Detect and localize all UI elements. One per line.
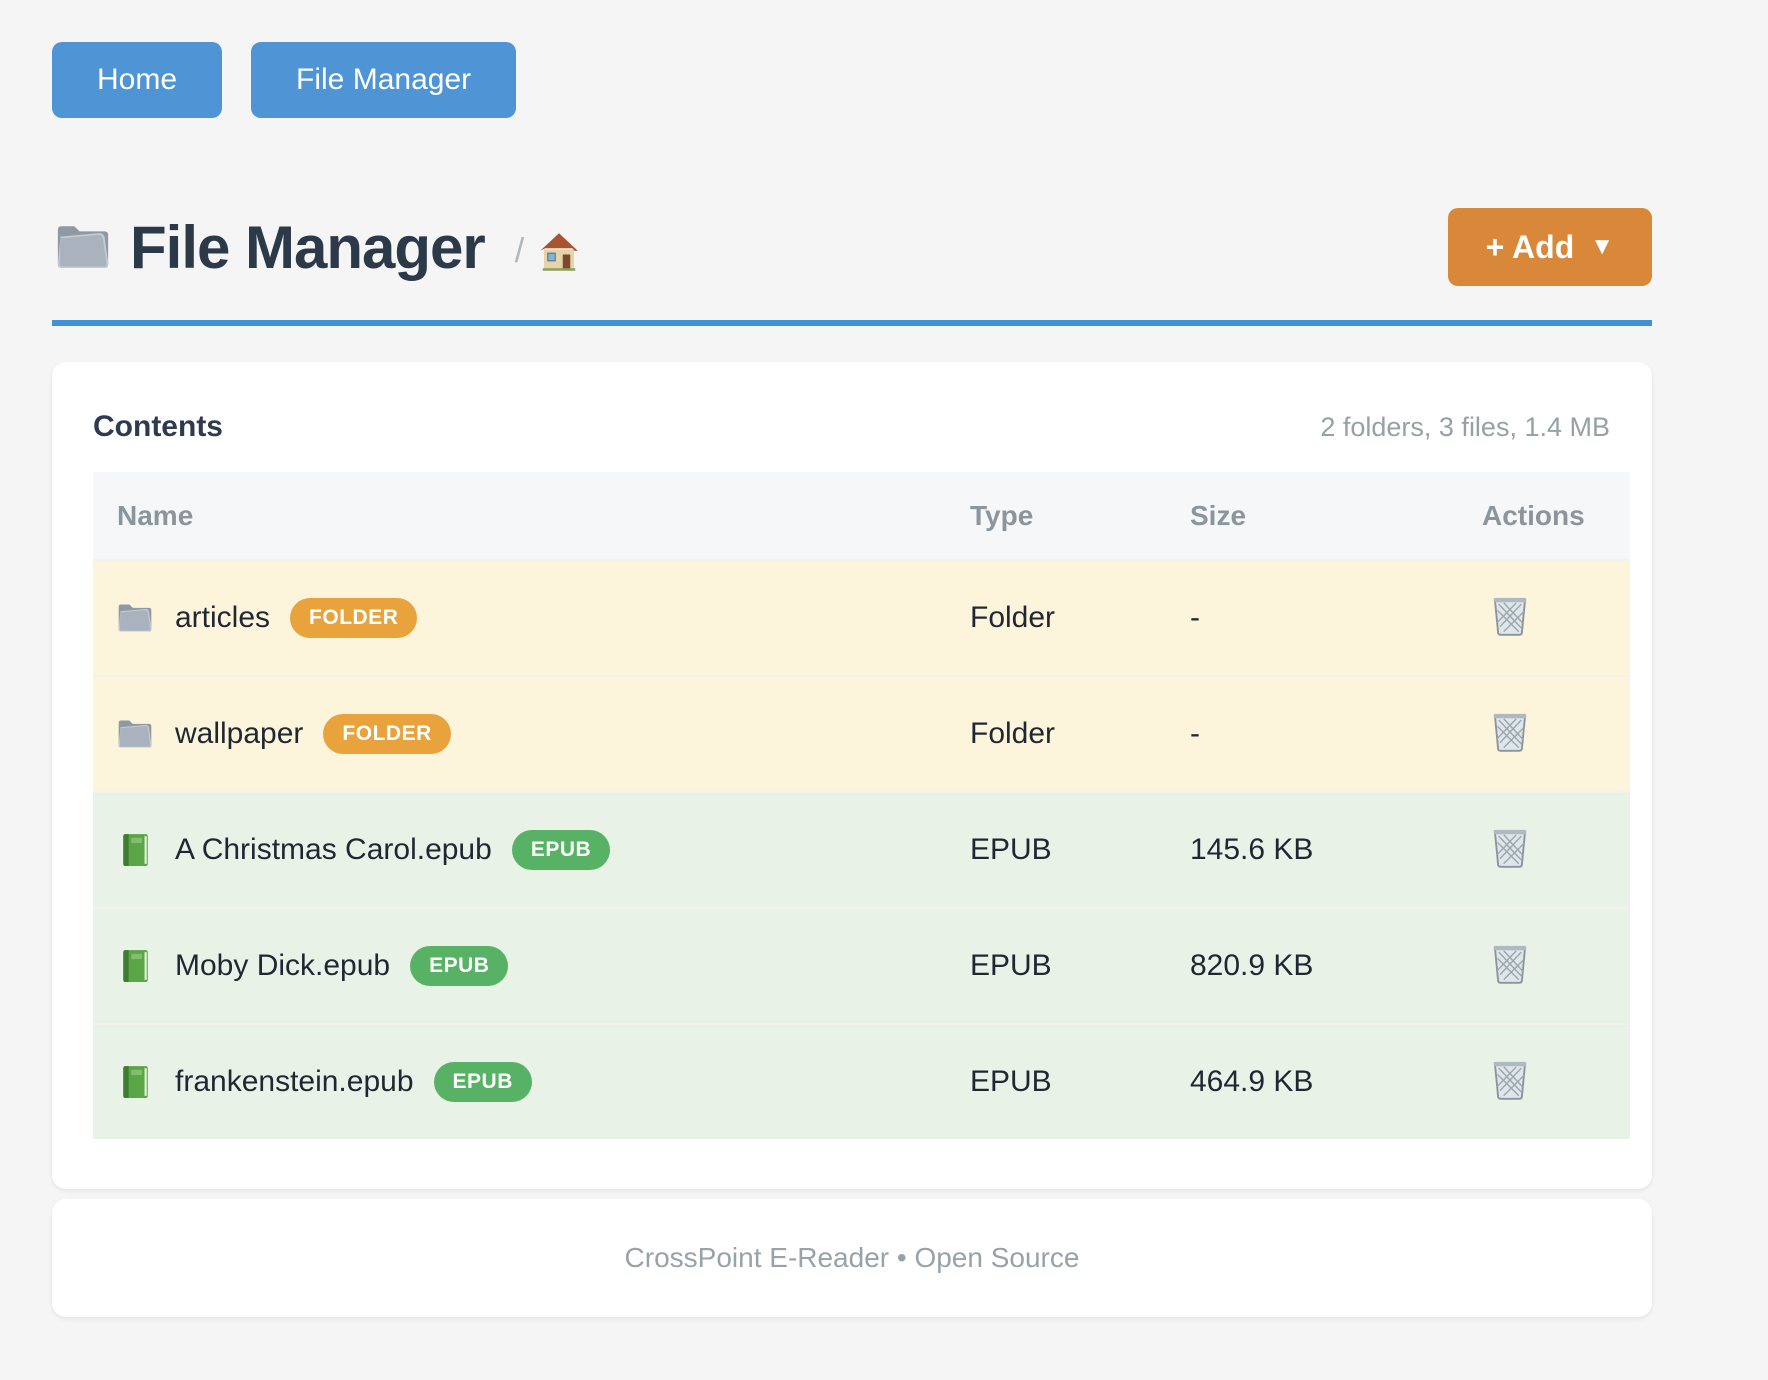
page-title: File Manager	[130, 213, 486, 281]
column-header-actions: Actions	[1482, 499, 1585, 531]
table-row: articles FOLDER Folder -	[93, 560, 1630, 676]
item-size: 820.9 KB	[1190, 949, 1314, 982]
table-row: frankenstein.epub EPUB EPUB 464.9 KB	[93, 1024, 1630, 1139]
item-name-link[interactable]: Moby Dick.epub	[175, 949, 391, 982]
item-type: Folder	[970, 601, 1056, 634]
type-badge: FOLDER	[323, 714, 451, 754]
top-navigation: Home File Manager	[52, 42, 1652, 118]
chevron-down-icon: ▼	[1590, 233, 1614, 260]
file-manager-page: Home File Manager File Manager / + Add ▼…	[52, 42, 1652, 1317]
table-row: Moby Dick.epub EPUB EPUB 820.9 KB	[93, 908, 1630, 1024]
type-badge: EPUB	[433, 1062, 532, 1102]
contents-card: Contents 2 folders, 3 files, 1.4 MB Name…	[52, 362, 1652, 1189]
item-name-link[interactable]: frankenstein.epub	[175, 1065, 414, 1098]
add-button[interactable]: + Add ▼	[1447, 208, 1652, 286]
footer: CrossPoint E-Reader • Open Source	[52, 1199, 1652, 1317]
green-book-icon	[123, 834, 148, 866]
trash-icon	[1492, 1060, 1528, 1100]
item-size: 145.6 KB	[1190, 833, 1314, 866]
column-header-size: Size	[1190, 499, 1247, 531]
folder-icon	[57, 226, 109, 268]
delete-button[interactable]	[1486, 1054, 1534, 1106]
header-divider	[52, 320, 1652, 326]
item-type: EPUB	[970, 833, 1052, 866]
contents-summary: 2 folders, 3 files, 1.4 MB	[1320, 412, 1610, 442]
folder-icon	[118, 720, 152, 748]
item-name-link[interactable]: A Christmas Carol.epub	[175, 833, 492, 866]
item-type: Folder	[970, 717, 1056, 750]
trash-icon	[1492, 944, 1528, 984]
item-name-link[interactable]: wallpaper	[175, 717, 304, 750]
delete-button[interactable]	[1486, 590, 1534, 642]
title-group: File Manager /	[52, 213, 580, 282]
table-row: A Christmas Carol.epub EPUB EPUB 145.6 K…	[93, 792, 1630, 908]
footer-text: CrossPoint E-Reader • Open Source	[624, 1242, 1080, 1273]
home-icon[interactable]	[538, 232, 580, 272]
delete-button[interactable]	[1486, 822, 1534, 874]
green-book-icon	[123, 1066, 148, 1098]
type-badge: EPUB	[511, 830, 611, 870]
table-header-row: Name Type Size Actions	[93, 472, 1630, 560]
item-size: -	[1190, 717, 1200, 750]
trash-icon	[1492, 596, 1528, 636]
type-badge: FOLDER	[290, 598, 418, 638]
column-header-name: Name	[117, 499, 194, 531]
item-name-link[interactable]: articles	[175, 601, 271, 634]
item-type: EPUB	[970, 949, 1052, 982]
green-book-icon	[123, 950, 148, 982]
page-header: File Manager / + Add ▼	[52, 208, 1652, 286]
trash-icon	[1492, 712, 1528, 752]
nav-file-manager-button[interactable]: File Manager	[251, 42, 517, 118]
item-size: 464.9 KB	[1190, 1065, 1314, 1098]
item-size: -	[1190, 601, 1200, 634]
type-badge: EPUB	[410, 946, 509, 986]
column-header-type: Type	[970, 499, 1034, 531]
nav-home-button[interactable]: Home	[52, 42, 223, 118]
delete-button[interactable]	[1486, 706, 1534, 758]
table-row: wallpaper FOLDER Folder -	[93, 676, 1630, 792]
item-type: EPUB	[970, 1065, 1052, 1098]
contents-heading: Contents	[93, 410, 223, 443]
add-button-label: + Add	[1485, 228, 1575, 265]
files-table: Name Type Size Actions articles FOLDER F…	[93, 472, 1630, 1139]
contents-header: Contents 2 folders, 3 files, 1.4 MB	[93, 410, 1630, 444]
delete-button[interactable]	[1486, 938, 1534, 990]
breadcrumb-separator: /	[514, 231, 525, 270]
folder-icon	[118, 604, 152, 632]
trash-icon	[1492, 828, 1528, 868]
